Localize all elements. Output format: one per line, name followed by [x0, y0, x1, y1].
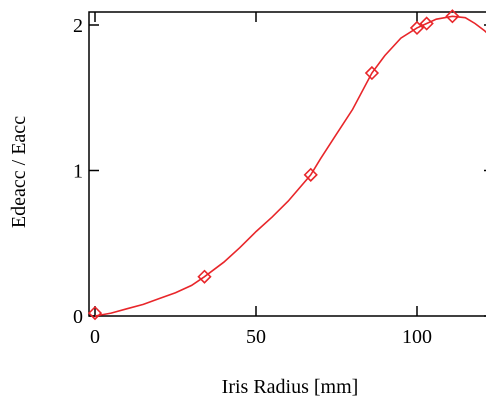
data-point-marker: [197, 269, 212, 284]
data-point-marker: [303, 167, 318, 182]
x-tick-label: 50: [246, 326, 266, 348]
y-tick-label: 2: [73, 15, 83, 37]
x-tick-label: 0: [90, 326, 100, 348]
data-point-marker: [445, 9, 460, 24]
tick-labels: 0 50 100 0 1 2: [73, 15, 432, 348]
x-axis-label: Iris Radius [mm]: [222, 376, 359, 398]
plot-frame: [88, 11, 486, 317]
series-line: [94, 15, 486, 317]
series-group: [87, 9, 486, 321]
data-point-marker: [419, 16, 434, 31]
y-tick-label: 1: [73, 161, 83, 183]
data-point-marker: [409, 20, 425, 36]
x-tick-label: 100: [402, 326, 432, 348]
y-axis-label: Edeacc / Eacc: [8, 116, 30, 228]
data-point-marker: [364, 65, 380, 81]
y-tick-label: 0: [73, 306, 83, 328]
tick-marks: [89, 12, 486, 317]
data-point-marker: [87, 305, 103, 321]
